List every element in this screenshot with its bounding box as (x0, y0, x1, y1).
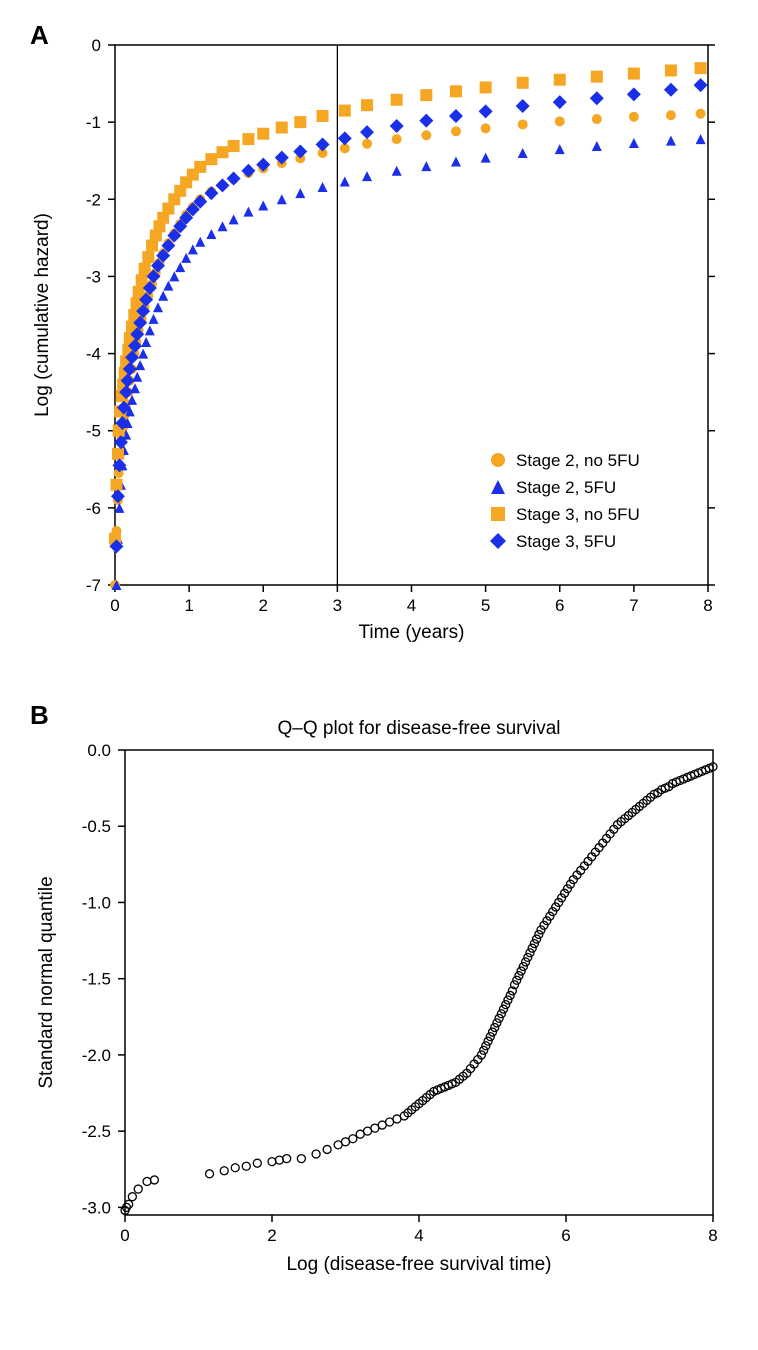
y-tick-label: -3 (86, 267, 101, 286)
x-tick-label: 4 (407, 596, 416, 615)
x-tick-label: 7 (629, 596, 638, 615)
x-axis-label: Log (disease-free survival time) (286, 1254, 551, 1275)
x-tick-label: 8 (708, 1226, 717, 1245)
y-tick-label: -3.0 (82, 1198, 111, 1217)
x-tick-label: 3 (333, 596, 342, 615)
y-tick-label: 0 (92, 36, 101, 55)
x-tick-label: 6 (561, 1226, 570, 1245)
qq-points (121, 763, 717, 1215)
legend-label: Stage 3, 5FU (516, 532, 616, 551)
panel-a-label: A (30, 20, 49, 51)
panel-b: B Q–Q plot for disease-free survival 0 2 4 6… (20, 700, 738, 1290)
y-tick-label: -2.5 (82, 1122, 111, 1141)
x-tick-label: 5 (481, 596, 490, 615)
y-tick-label: -7 (86, 576, 101, 595)
y-tick-label: 0.0 (87, 741, 111, 760)
legend-label: Stage 2, no 5FU (516, 451, 640, 470)
y-tick-label: -6 (86, 499, 101, 518)
x-axis-label: Time (years) (359, 622, 465, 643)
y-tick-label: -5 (86, 422, 101, 441)
x-tick-label: 1 (184, 596, 193, 615)
y-tick-label: -1 (86, 113, 101, 132)
y-tick-label: -2 (86, 190, 101, 209)
y-tick-label: -1.5 (82, 970, 111, 989)
x-tick-label: 8 (703, 596, 712, 615)
panel-b-label: B (30, 700, 49, 731)
plot-title: Q–Q plot for disease-free survival (277, 718, 560, 739)
qq-plot-chart: Q–Q plot for disease-free survival 0 2 4 6 8 0… (20, 700, 738, 1290)
x-tick-label: 6 (555, 596, 564, 615)
cumulative-hazard-chart: 0 1 2 3 4 5 6 7 8 -7 -6 -5 -4 -3 -2 -1 0 Time (years) Log … (20, 20, 738, 660)
x-tick-label: 2 (259, 596, 268, 615)
panel-a: A 0 1 2 3 4 5 6 7 8 -7 -6 -5 -4 -3 -2 -1 0 Time (years) Lo… (20, 20, 738, 660)
legend: Stage 2, no 5FU Stage 2, 5FU Stage 3, no 5… (490, 451, 640, 551)
y-tick-label: -4 (86, 345, 101, 364)
y-axis-label: Standard normal quantile (36, 876, 57, 1088)
series (109, 62, 707, 545)
series (109, 78, 707, 553)
x-tick-label: 2 (267, 1226, 276, 1245)
y-axis-label: Log (cumulative hazard) (32, 213, 53, 417)
legend-label: Stage 3, no 5FU (516, 505, 640, 524)
legend-label: Stage 2, 5FU (516, 478, 616, 497)
x-tick-label: 4 (414, 1226, 423, 1245)
x-tick-label: 0 (120, 1226, 129, 1245)
y-tick-label: -1.0 (82, 893, 111, 912)
x-tick-label: 0 (110, 596, 119, 615)
y-tick-label: -2.0 (82, 1046, 111, 1065)
y-tick-label: -0.5 (82, 817, 111, 836)
